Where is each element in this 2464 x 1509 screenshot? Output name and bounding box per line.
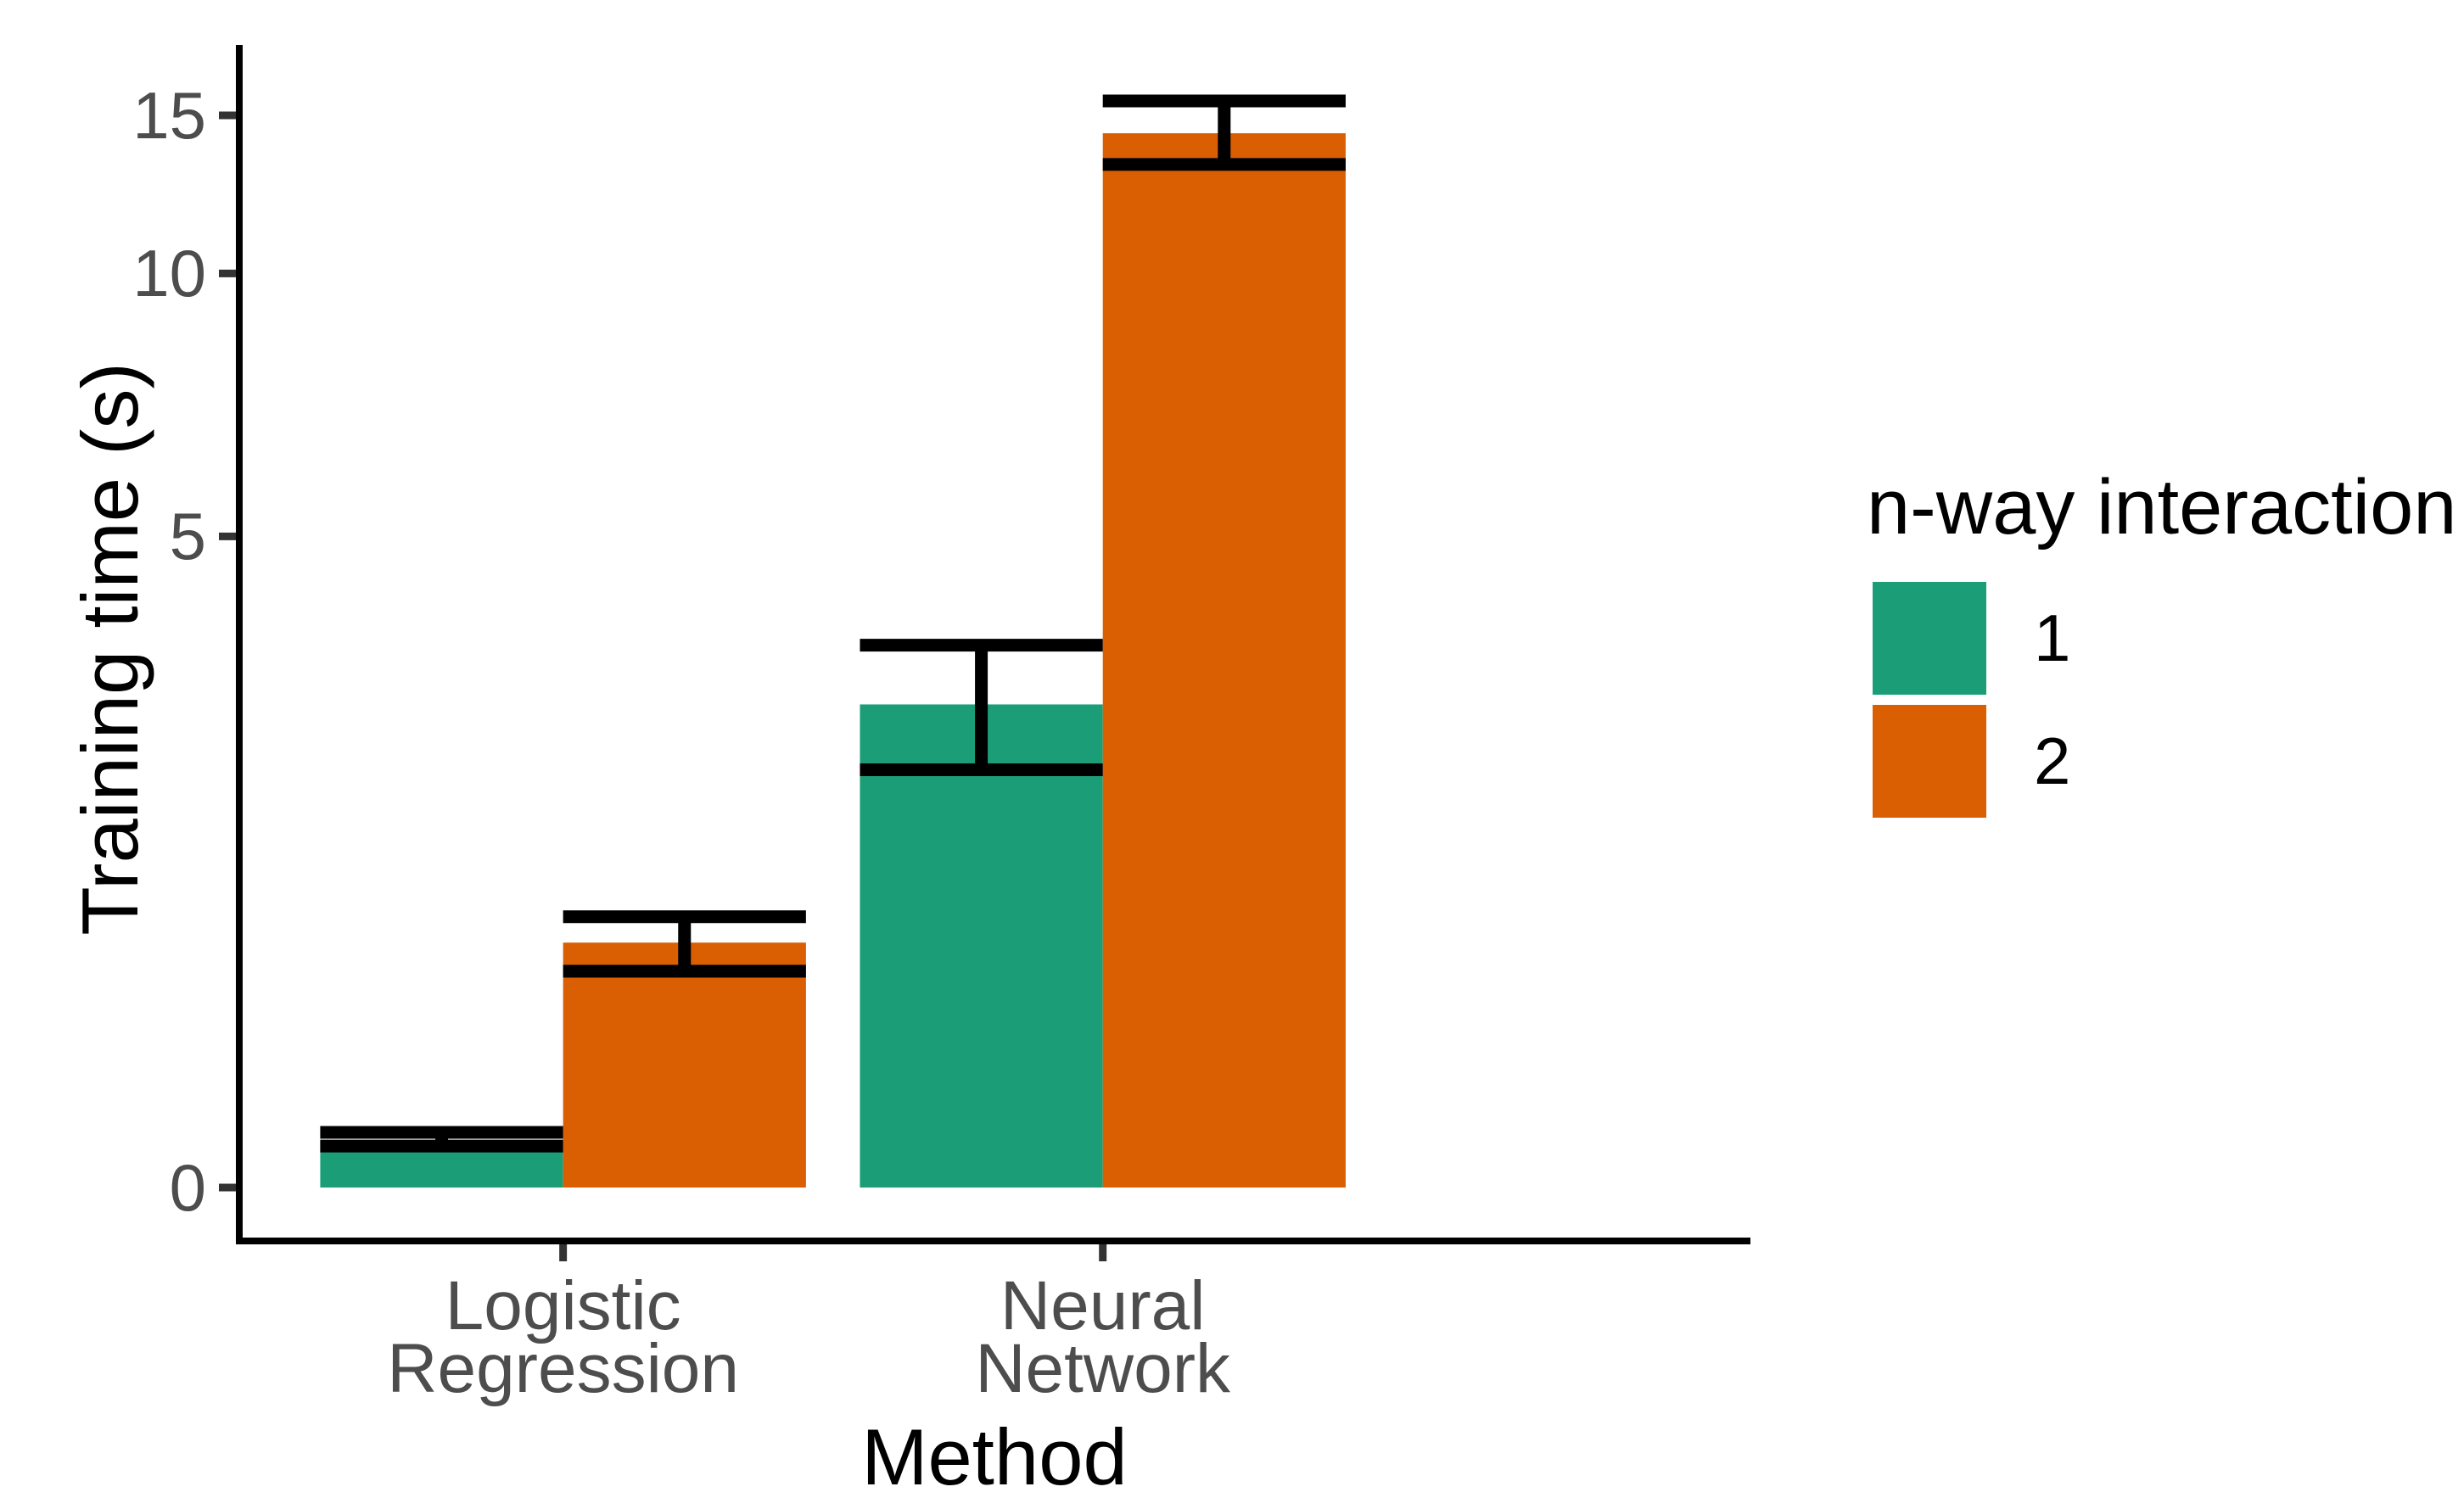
x-axis-title: Method: [861, 1412, 1128, 1501]
bar-neural-network-interaction-1: [860, 704, 1103, 1188]
y-tick-label-0: 0: [169, 1150, 206, 1225]
x-category-label-line: Regression: [387, 1330, 740, 1407]
y-tick-label-15: 15: [132, 77, 206, 153]
x-category-label-logistic-regression: Logistic Regression: [266, 1267, 860, 1407]
legend-title: n-way interaction: [1867, 464, 2457, 551]
x-axis-line: [236, 1238, 1750, 1244]
y-tick-label-10: 10: [132, 236, 206, 311]
legend-key-swatch-1: [1873, 582, 1986, 695]
y-tick-label-5: 5: [169, 499, 206, 574]
bar-neural-network-interaction-2: [1102, 133, 1346, 1188]
y-axis-title: Training time (s): [65, 362, 154, 936]
legend-item-2: 2: [1873, 705, 2212, 818]
x-category-label-neural-network: Neural Network: [806, 1267, 1400, 1407]
legend-label-1: 1: [2034, 601, 2071, 675]
x-category-label-line: Neural: [1000, 1267, 1206, 1344]
x-category-label-line: Logistic: [445, 1267, 681, 1344]
y-axis-line: [236, 45, 243, 1244]
legend-item-1: 1: [1873, 582, 2212, 695]
x-category-label-line: Network: [975, 1330, 1231, 1407]
legend-label-2: 2: [2034, 724, 2071, 798]
legend-key-swatch-2: [1873, 705, 1986, 818]
bar-logistic-regression-interaction-2: [563, 942, 806, 1188]
